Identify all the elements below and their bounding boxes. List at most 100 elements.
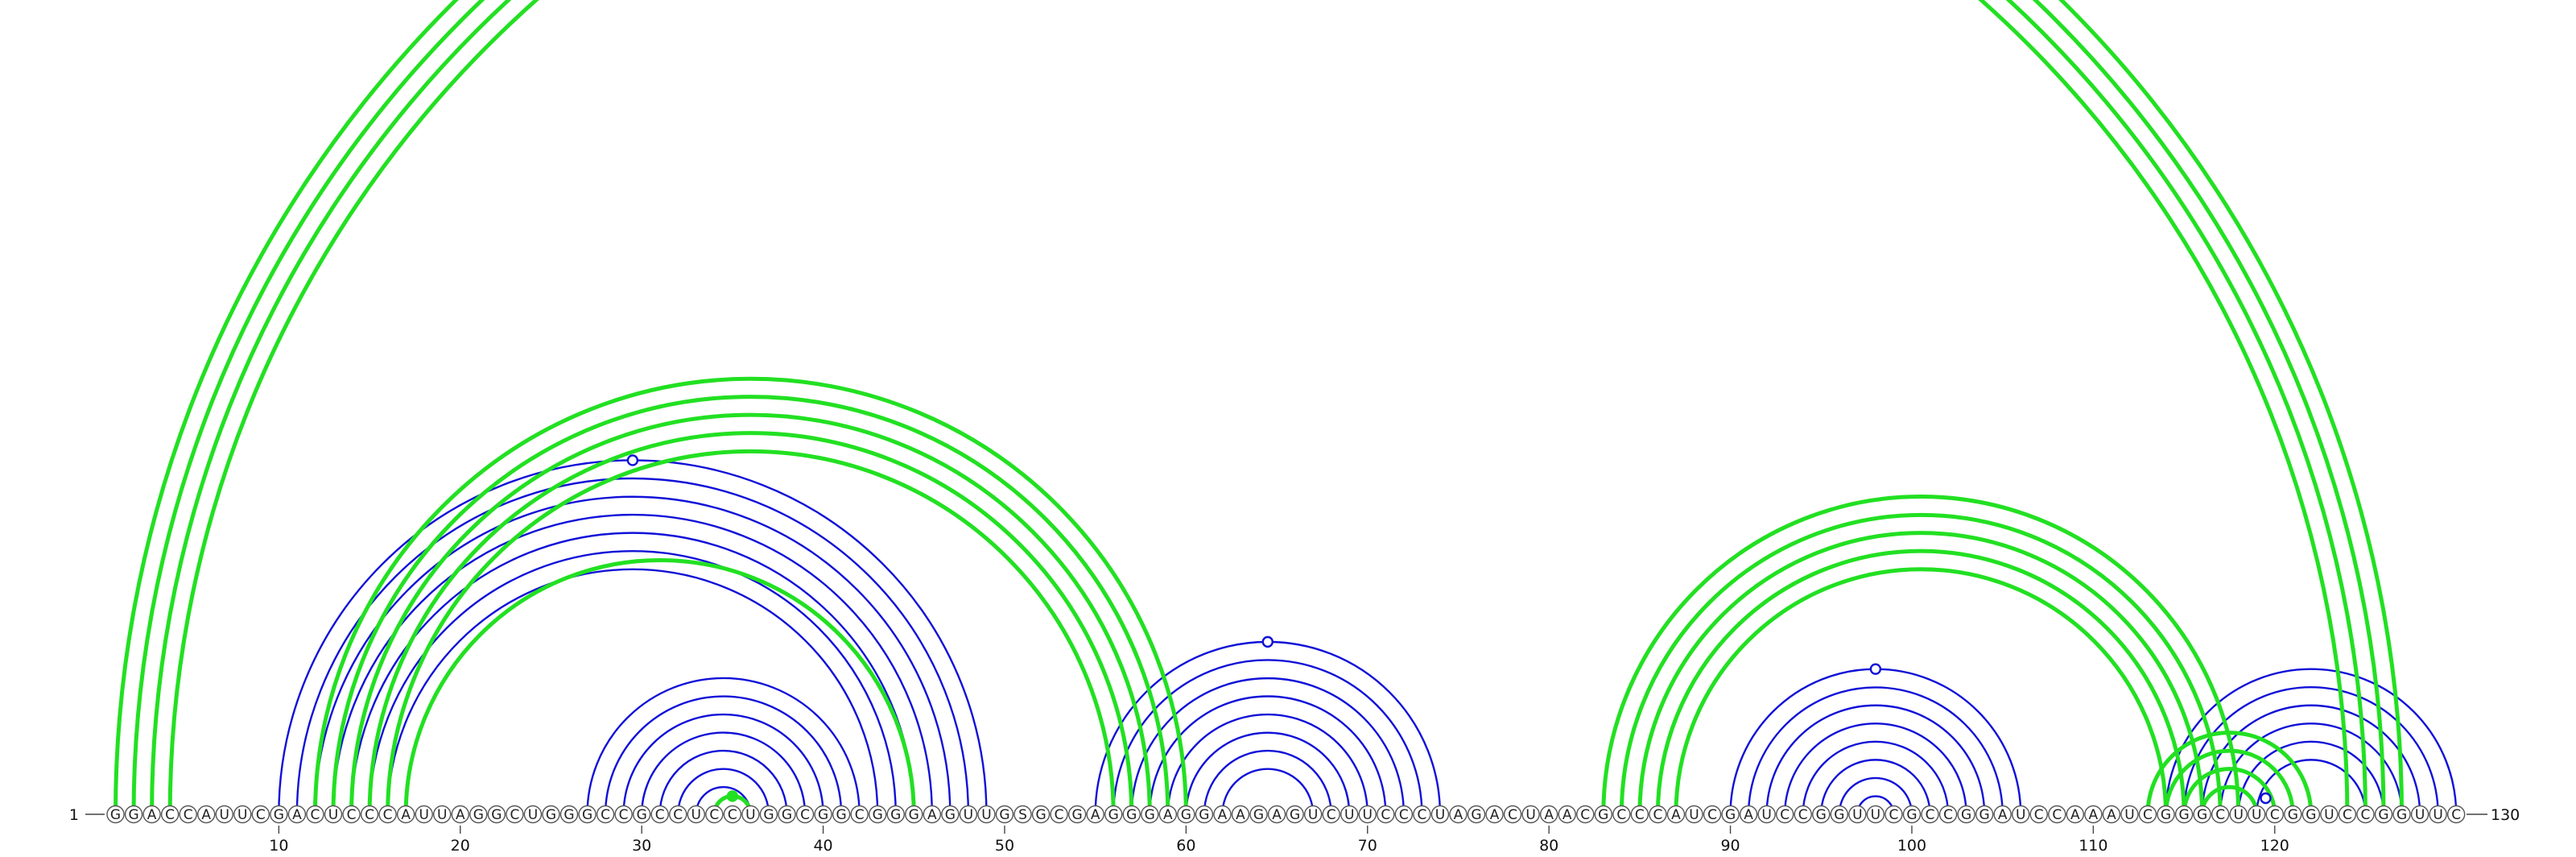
nucleotide-circle bbox=[1177, 805, 1195, 824]
nucleotide-letter: G bbox=[491, 807, 502, 823]
nucleotide-circle bbox=[2248, 805, 2266, 824]
nucleotide-letter: U bbox=[437, 807, 447, 823]
nucleotide-circle bbox=[2048, 805, 2066, 824]
nucleotide-circle bbox=[2084, 805, 2103, 824]
nucleotide-circle bbox=[1467, 805, 1486, 824]
base-pair-arc bbox=[1637, 531, 2205, 815]
nucleotide-letter: C bbox=[800, 807, 810, 823]
nucleotide-circle bbox=[1377, 805, 1395, 824]
nucleotide-letter: G bbox=[1199, 807, 1209, 823]
position-axis: 10 20 30 40 50 60 70 80 90 100 110 120 bbox=[269, 826, 2289, 855]
nucleotide-letter: C bbox=[619, 807, 629, 823]
backbone-layer: 1 130 bbox=[69, 806, 2520, 824]
nucleotide-circle bbox=[1558, 805, 1576, 824]
nucleotide-circle bbox=[650, 805, 669, 824]
base-pair-arc bbox=[349, 412, 1152, 815]
nucleotide-circle bbox=[523, 805, 543, 824]
base-pair-arc bbox=[1765, 704, 1986, 815]
base-pair-arc bbox=[622, 713, 824, 815]
tick-label: 110 bbox=[2079, 837, 2107, 855]
nucleotide-letter: G bbox=[1290, 807, 1300, 823]
nucleotide-circle bbox=[1158, 805, 1178, 824]
nucleotide-letter: G bbox=[2178, 807, 2189, 823]
nucleotide-letter: C bbox=[709, 807, 719, 823]
nucleotide-circle bbox=[614, 805, 633, 824]
nucleotide-circle bbox=[868, 805, 887, 824]
nucleotide-circle bbox=[487, 805, 506, 824]
nucleotide-letter: A bbox=[1236, 807, 1245, 823]
nucleotide-letter: G bbox=[473, 807, 484, 823]
nucleotide-circle bbox=[1031, 805, 1051, 824]
nucleotide-letter: C bbox=[673, 807, 683, 823]
nucleotide-letter: C bbox=[2343, 807, 2352, 823]
nucleotide-circle bbox=[197, 805, 216, 824]
nucleotide-letter: G bbox=[582, 807, 592, 823]
nucleotide-letter: U bbox=[1344, 807, 1354, 823]
nucleotide-letter: U bbox=[2415, 807, 2425, 823]
base-pair-arc bbox=[167, 0, 2350, 815]
nucleotide-letter: G bbox=[1725, 807, 1736, 823]
base-pair-arc bbox=[368, 550, 897, 815]
nucleotide-letter: U bbox=[2324, 807, 2334, 823]
nucleotide-letter: U bbox=[220, 807, 229, 823]
base-pair-arc bbox=[312, 376, 1188, 815]
nucleotide-letter: U bbox=[1852, 807, 1862, 823]
nucleotide-circle bbox=[142, 805, 161, 824]
nucleotide-letter: G bbox=[637, 807, 647, 823]
nucleotide-letter: G bbox=[546, 807, 556, 823]
nucleotide-letter: A bbox=[2107, 807, 2116, 823]
nucleotide-letter: G bbox=[909, 807, 919, 823]
nucleotide-letter: A bbox=[401, 807, 411, 823]
base-pair-arc bbox=[658, 749, 788, 815]
nucleotide-letter: G bbox=[1979, 807, 1990, 823]
nucleotide-circle bbox=[1993, 805, 2012, 824]
nucleotide-circle bbox=[1231, 805, 1250, 824]
nucleotide-letter: C bbox=[1327, 807, 1336, 823]
nucleotide-circle bbox=[1485, 805, 1504, 824]
nucleotide-circle bbox=[415, 805, 433, 824]
nucleotide-letter: S bbox=[1018, 807, 1027, 823]
nucleotide-letter: G bbox=[1834, 807, 1844, 823]
base-pair-arc bbox=[586, 677, 861, 815]
base-pair-arc bbox=[1601, 495, 2241, 815]
nucleotide-circle bbox=[1848, 805, 1867, 824]
marker-layer bbox=[626, 454, 2272, 805]
base-pair-arc bbox=[1185, 731, 1351, 815]
nucleotide-letter: G bbox=[1072, 807, 1083, 823]
nucleotide-circle bbox=[1213, 805, 1232, 824]
base-pair-arc bbox=[150, 0, 2368, 815]
nucleotide-letter: U bbox=[2233, 807, 2243, 823]
nucleotide-letter: U bbox=[528, 807, 538, 823]
nucleotide-circle bbox=[1685, 805, 1703, 824]
nucleotide-letter: C bbox=[855, 807, 865, 823]
base-pair-arc bbox=[1802, 740, 1950, 815]
nucleotide-circle bbox=[1812, 805, 1831, 824]
nucleotide-letter: C bbox=[1943, 807, 1953, 823]
base-pair-arc bbox=[1166, 713, 1368, 815]
nucleotide-letter: C bbox=[1926, 807, 1935, 823]
nucleotide-circle bbox=[1885, 805, 1903, 824]
nucleotide-circle bbox=[778, 805, 796, 824]
nucleotide-letter: C bbox=[256, 807, 266, 823]
nucleotide-circle bbox=[2374, 805, 2393, 824]
nucleotide-circle bbox=[905, 805, 923, 824]
nucleotide-circle bbox=[469, 805, 488, 824]
nucleotide-letter: A bbox=[1671, 807, 1681, 823]
nucleotide-letter: G bbox=[1816, 807, 1827, 823]
nucleotide-letter: C bbox=[728, 807, 737, 823]
nucleotide-circle bbox=[2446, 805, 2466, 824]
tick-label: 30 bbox=[632, 837, 651, 855]
nucleotide-letter: U bbox=[1525, 807, 1535, 823]
base-pair-arc bbox=[1655, 549, 2186, 815]
nucleotide-letter: U bbox=[1363, 807, 1373, 823]
nucleotide-letter: C bbox=[655, 807, 665, 823]
nucleotide-letter: U bbox=[328, 807, 338, 823]
nucleotide-circle bbox=[1594, 805, 1612, 824]
base-pair-arc bbox=[2237, 740, 2385, 815]
base-pair-arc bbox=[640, 731, 807, 815]
nucleotide-letter: U bbox=[237, 807, 247, 823]
nucleotide-circle bbox=[795, 805, 815, 824]
nucleotide-circle bbox=[1612, 805, 1631, 824]
